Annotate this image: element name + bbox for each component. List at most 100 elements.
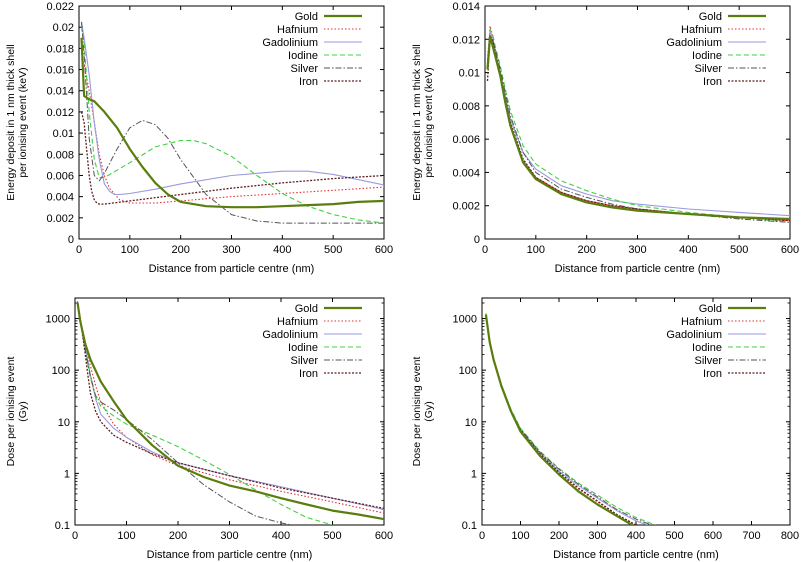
x-tick-label: 500 xyxy=(730,244,748,256)
legend-label-iodine: Iodine xyxy=(692,342,722,354)
series-line-iron xyxy=(80,111,384,205)
legend-label-gadolinium: Gadolinium xyxy=(262,37,318,49)
series-line-iodine xyxy=(486,28,790,223)
y-axis-label-line: Energy deposit in 1 nm thick shell xyxy=(5,44,17,200)
series-line-iron xyxy=(76,302,384,510)
y-tick-label: 0 xyxy=(474,234,480,246)
x-tick-label: 300 xyxy=(628,244,646,256)
y-tick-label: 0.012 xyxy=(452,34,480,46)
y-tick-label: 1000 xyxy=(46,314,70,326)
y-axis-label-line: Dose per ionising event xyxy=(5,357,17,467)
x-axis-label: Distance from particle centre (nm) xyxy=(555,263,721,275)
y-tick-label: 0.004 xyxy=(452,167,480,179)
y-tick-label: 0.014 xyxy=(452,1,480,13)
y-tick-label: 0.006 xyxy=(46,170,74,182)
x-tick-label: 300 xyxy=(220,530,238,542)
x-tick-label: 100 xyxy=(527,244,545,256)
legend-label-gold: Gold xyxy=(699,11,722,23)
legend-label-hafnium: Hafnium xyxy=(277,316,318,328)
legend-label-hafnium: Hafnium xyxy=(277,24,318,36)
x-tick-label: 0 xyxy=(482,244,488,256)
legend-label-gold: Gold xyxy=(295,11,318,23)
legend-label-silver: Silver xyxy=(290,63,318,75)
series-line-gadolinium xyxy=(486,30,790,217)
y-tick-label: 0 xyxy=(68,234,74,246)
series-group xyxy=(484,313,656,525)
legend-label-gold: Gold xyxy=(699,303,722,315)
legend-label-hafnium: Hafnium xyxy=(681,24,722,36)
y-tick-label: 0.022 xyxy=(46,1,74,13)
x-tick-label: 800 xyxy=(781,530,799,542)
x-tick-label: 500 xyxy=(324,244,342,256)
series-line-gadolinium xyxy=(485,314,648,525)
series-line-hafnium xyxy=(485,315,637,525)
legend-label-iron: Iron xyxy=(703,368,722,380)
y-tick-label: 0.006 xyxy=(452,134,480,146)
x-tick-label: 200 xyxy=(169,530,187,542)
series-group xyxy=(80,21,384,224)
y-tick-label: 0.008 xyxy=(452,101,480,113)
series-group xyxy=(486,25,790,223)
series-line-gold xyxy=(486,34,790,221)
y-tick-label: 0.008 xyxy=(46,149,74,161)
x-tick-label: 600 xyxy=(375,530,393,542)
series-line-silver xyxy=(485,314,652,525)
chart-panel-bottom-left: 0 100 200 300 400 500 600 0.1 1 10 100 1000 Distance… xyxy=(5,297,393,561)
x-tick-label: 0 xyxy=(479,530,485,542)
x-tick-label: 500 xyxy=(323,530,341,542)
y-tick-label: 1 xyxy=(471,468,477,480)
y-axis-label-line: per ionising event (keV) xyxy=(17,67,29,177)
series-line-hafnium xyxy=(77,305,384,514)
x-tick-label: 100 xyxy=(511,530,529,542)
y-axis-label-line: (Gy) xyxy=(17,401,29,421)
y-axis-label: Dose per ionising event(Gy) xyxy=(411,357,435,467)
x-tick-label: 600 xyxy=(781,244,799,256)
x-tick-label: 200 xyxy=(577,244,595,256)
legend-label-hafnium: Hafnium xyxy=(681,316,722,328)
x-tick-label: 600 xyxy=(375,244,393,256)
x-tick-label: 200 xyxy=(171,244,189,256)
x-tick-label: 400 xyxy=(679,244,697,256)
legend-label-gold: Gold xyxy=(295,303,318,315)
x-tick-label: 100 xyxy=(121,244,139,256)
x-axis-label: Distance from particle centre (nm) xyxy=(149,263,315,275)
x-tick-label: 200 xyxy=(550,530,568,542)
chart-panel-bottom-right: 0 100 200 300 400 500 600 700 800 0.1 1 10 100 1000 Di… xyxy=(411,297,799,561)
y-axis-label: Energy deposit in 1 nm thick shellper io… xyxy=(411,44,435,200)
chart-panel-top-right: 0 100 200 300 400 500 600 0 0.002 0.004 0.006 0.008… xyxy=(411,1,799,275)
x-tick-label: 0 xyxy=(76,244,82,256)
y-tick-label: 0.016 xyxy=(46,65,74,77)
series-group xyxy=(76,300,384,525)
legend-label-iron: Iron xyxy=(299,76,318,88)
y-tick-label: 1 xyxy=(64,468,70,480)
x-tick-label: 500 xyxy=(665,530,683,542)
y-tick-label: 0.1 xyxy=(462,520,477,532)
x-tick-label: 0 xyxy=(72,530,78,542)
x-tick-label: 100 xyxy=(117,530,135,542)
series-line-iodine xyxy=(485,313,656,525)
y-tick-label: 0.01 xyxy=(53,128,74,140)
y-axis-label-line: Dose per ionising event xyxy=(411,357,423,467)
legend-label-iodine: Iodine xyxy=(692,50,722,62)
legend-label-silver: Silver xyxy=(694,63,722,75)
y-tick-label: 100 xyxy=(459,365,477,377)
legend-label-gadolinium: Gadolinium xyxy=(666,37,722,49)
x-tick-label: 300 xyxy=(222,244,240,256)
legend-label-silver: Silver xyxy=(290,355,318,367)
y-tick-label: 0.01 xyxy=(459,68,480,80)
y-tick-label: 10 xyxy=(465,417,477,429)
series-line-gold xyxy=(80,37,384,209)
y-tick-label: 0.002 xyxy=(46,213,74,225)
y-axis-label-line: (Gy) xyxy=(423,401,435,421)
series-line-silver xyxy=(487,37,790,223)
y-tick-label: 100 xyxy=(52,365,70,377)
legend-label-silver: Silver xyxy=(694,355,722,367)
series-line-gold xyxy=(76,302,384,521)
legend-label-iron: Iron xyxy=(703,76,722,88)
legend-label-gadolinium: Gadolinium xyxy=(666,329,722,341)
x-tick-label: 400 xyxy=(272,530,290,542)
